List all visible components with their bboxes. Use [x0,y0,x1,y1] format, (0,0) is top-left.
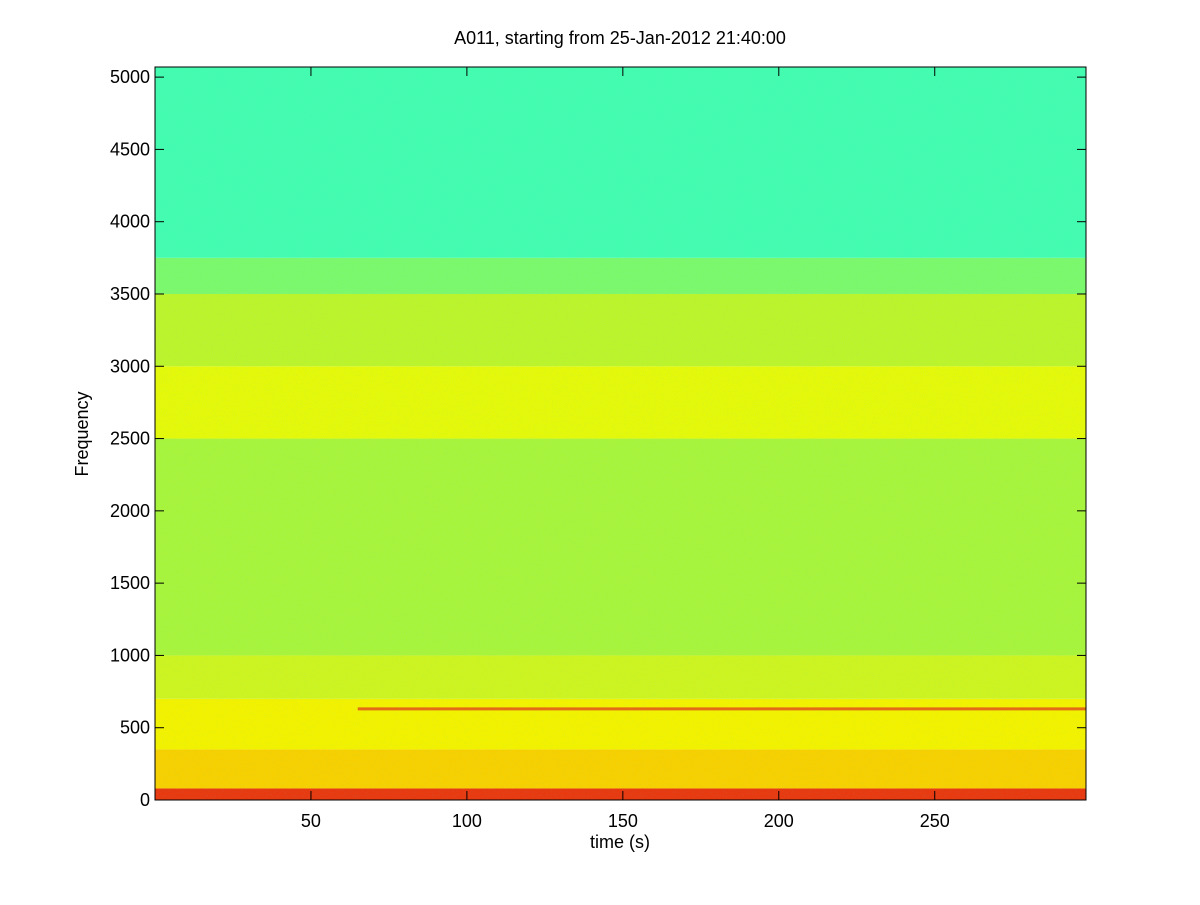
y-tick-label: 4500 [110,139,150,159]
y-tick-label: 3000 [110,356,150,376]
y-tick-label: 4000 [110,212,150,232]
y-tick-label: 0 [140,790,150,810]
x-tick-label: 200 [764,811,794,831]
y-axis-label: Frequency [72,391,92,476]
y-tick-label: 1000 [110,645,150,665]
y-tick-label: 1500 [110,573,150,593]
x-tick-label: 250 [920,811,950,831]
x-tick-label: 100 [452,811,482,831]
y-tick-label: 2000 [110,501,150,521]
x-tick-label: 50 [301,811,321,831]
noise-texture [155,67,1086,800]
y-tick-label: 2500 [110,429,150,449]
y-tick-label: 500 [120,718,150,738]
y-tick-label: 3500 [110,284,150,304]
x-tick-label: 150 [608,811,638,831]
chart-title: A011, starting from 25-Jan-2012 21:40:00 [454,28,786,48]
plot-frame [154,66,1087,801]
x-axis-label: time (s) [590,832,650,852]
y-tick-label: 5000 [110,67,150,87]
